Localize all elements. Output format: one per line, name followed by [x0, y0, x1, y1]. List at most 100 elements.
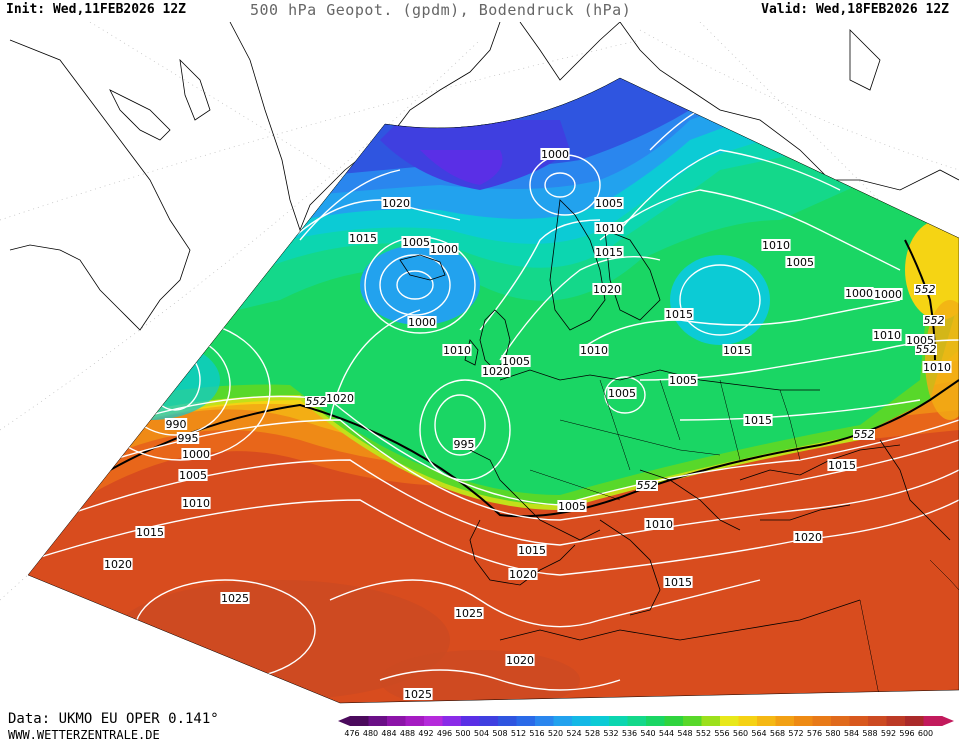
legend-tick-label: 524 [566, 729, 581, 738]
graticule [0, 22, 959, 601]
legend-swatch [794, 716, 813, 726]
legend-tick-label: 596 [899, 729, 914, 738]
isobar-label-bg [872, 329, 902, 341]
isobar-label: 1010 [580, 344, 608, 357]
legend-tick-label: 600 [918, 729, 933, 738]
isobar-label-bg [407, 316, 437, 328]
legend-swatch [461, 716, 480, 726]
init-time-label: Init: Wed,11FEB2026 12Z [6, 2, 187, 17]
isobar-label-bg [429, 243, 459, 255]
geopotential-label-bg [914, 284, 936, 295]
isobar-label: 1000 [874, 288, 902, 301]
isobar-label-bg [176, 432, 200, 444]
legend-swatch [664, 716, 684, 726]
isobar-label: 1010 [645, 518, 673, 531]
weather-map: 1000 1020 1015 1005 1000 1005 1010 1015 1020 1010… [0, 22, 959, 704]
legend-tick-label: 552 [696, 729, 711, 738]
legend-swatch [516, 716, 536, 726]
legend-swatch [609, 716, 628, 726]
legend-swatch [442, 716, 462, 726]
isobar-label-bg [594, 222, 624, 234]
legend-swatch [424, 716, 443, 726]
legend-tick-label: 500 [455, 729, 470, 738]
isobar-label-bg [501, 355, 531, 367]
isobar-label-bg [557, 500, 587, 512]
isobar-label-bg [454, 607, 484, 619]
isobar-label-bg [922, 361, 952, 373]
legend-swatch [738, 716, 758, 726]
isobar-label: 1020 [509, 568, 537, 581]
isobar-label-bg [905, 334, 935, 346]
legend-tick-label: 512 [511, 729, 526, 738]
isobar-label-bg [178, 469, 208, 481]
isobar-label-bg [348, 232, 378, 244]
projection-boundary [27, 77, 959, 704]
legend-tick-label: 568 [770, 729, 785, 738]
legend-swatch [479, 716, 499, 726]
isobar-label-bg [743, 414, 773, 426]
geopotential-552-line [109, 379, 959, 518]
legend-swatch [368, 716, 388, 726]
isobar-label: 1020 [104, 558, 132, 571]
legend-tick-label: 496 [437, 729, 452, 738]
legend-tick-label: 484 [381, 729, 396, 738]
isobar-label-bg [452, 438, 476, 450]
isobar-label-bg [793, 531, 823, 543]
legend-swatch [775, 716, 795, 726]
isobar-label: 1010 [873, 329, 901, 342]
isobar-label-bg [594, 197, 624, 209]
legend-swatch [701, 716, 721, 726]
geopotential-label-bg [915, 344, 937, 355]
legend-swatch [683, 716, 702, 726]
legend-swatch [923, 716, 943, 726]
isobar-label-bg [722, 344, 752, 356]
isobar-label: 1020 [593, 283, 621, 296]
legend-swatch [350, 716, 369, 726]
isobar-label: 1000 [182, 448, 210, 461]
isobar-label-bg [164, 418, 188, 430]
legend-swatch [812, 716, 832, 726]
isobar-label-bg [505, 654, 535, 666]
legend-tick-label: 560 [733, 729, 748, 738]
legend-tick-label: 544 [659, 729, 674, 738]
isobar-label-bg [761, 239, 791, 251]
legend-swatch [498, 716, 517, 726]
legend-swatch [757, 716, 776, 726]
geopotential-label: 552 [915, 283, 936, 296]
legend-arrow-left [338, 716, 350, 726]
isobar-label-bg [592, 283, 622, 295]
legend-swatch [905, 716, 924, 726]
isobar-label: 1015 [518, 544, 546, 557]
geopotential-label: 552 [924, 314, 945, 327]
legend-tick-label: 528 [585, 729, 600, 738]
isobar-label-bg [540, 148, 570, 160]
legend-tick-label: 488 [400, 729, 415, 738]
legend-swatch [720, 716, 739, 726]
isobar-label-bg [325, 392, 355, 404]
legend-tick-label: 556 [714, 729, 729, 738]
isobar-label-bg [181, 497, 211, 509]
isobar-label: 1010 [182, 497, 210, 510]
geopotential-label-bg [853, 429, 875, 440]
isobar-label: 990 [166, 418, 187, 431]
legend-swatch [553, 716, 573, 726]
isobar-label-bg [663, 576, 693, 588]
legend-tick-label: 532 [603, 729, 618, 738]
legend-tick-label: 480 [363, 729, 378, 738]
isobar-label: 1005 [906, 334, 934, 347]
isobar-labels: 1000 1020 1015 1005 1000 1005 1010 1015 1020 1010… [103, 148, 952, 701]
isobar-label: 1005 [669, 374, 697, 387]
legend-tick-label: 572 [788, 729, 803, 738]
color-legend: 476 480 484 488 492 496 500 504 508 512 516 520 524 5… [338, 716, 954, 738]
isobar-label-bg [220, 592, 250, 604]
legend-tick-label: 520 [548, 729, 563, 738]
valid-time-label: Valid: Wed,18FEB2026 12Z [761, 2, 949, 17]
isobar-label: 1000 [430, 243, 458, 256]
legend-swatch [646, 716, 665, 726]
isobar-label: 1015 [744, 414, 772, 427]
isobar-label: 1020 [382, 197, 410, 210]
isobar-label-bg [403, 688, 433, 700]
map-footer: Data: UKMO EU OPER 0.141° WWW.WETTERZENT… [0, 708, 959, 742]
isobar-label-bg [517, 544, 547, 556]
isobar-label: 1010 [762, 239, 790, 252]
